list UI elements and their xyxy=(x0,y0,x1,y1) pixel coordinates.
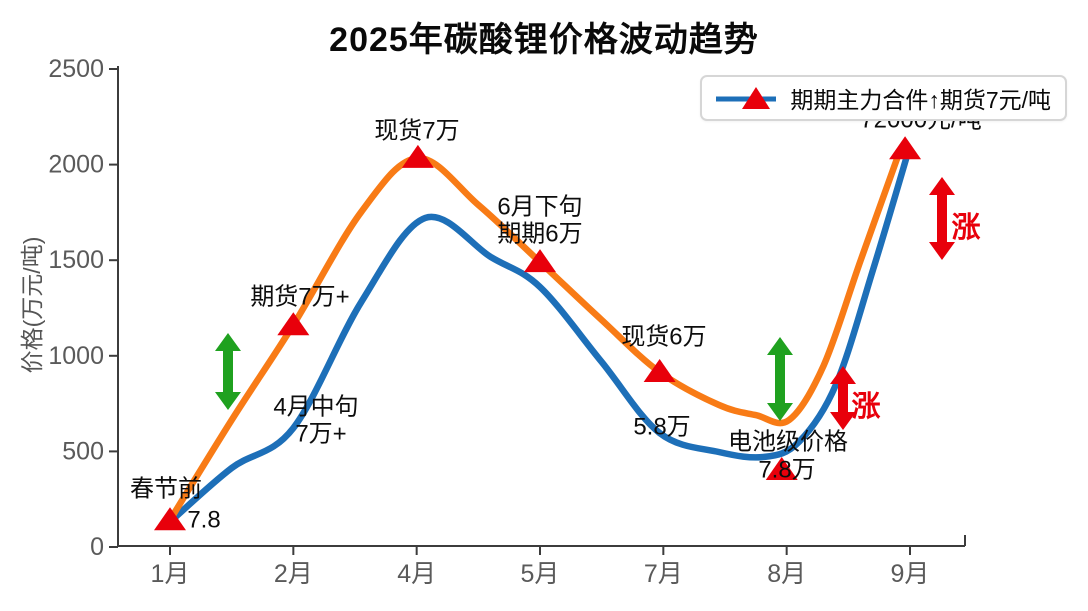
marker-triangle xyxy=(277,312,310,336)
y-tick-label: 0 xyxy=(90,533,104,561)
legend: 期期主力合件↑期货7元/吨 xyxy=(700,75,1067,121)
x-tick-label: 5月 xyxy=(521,560,560,588)
annotation-text: 电池级价格 xyxy=(728,429,848,456)
marker-triangle xyxy=(154,507,186,531)
marker-triangle xyxy=(523,249,556,273)
y-tick-label: 500 xyxy=(62,437,104,465)
y-tick-label: 2000 xyxy=(48,151,104,179)
x-tick-label: 9月 xyxy=(891,560,930,588)
x-tick-label: 7月 xyxy=(644,560,683,588)
annotation-text: 7.8 xyxy=(187,507,220,534)
marker-triangle xyxy=(643,359,676,383)
chart-title: 2025年碳酸锂价格波动趋势 xyxy=(329,21,759,59)
annotation-text: 春节前 xyxy=(130,476,202,503)
annotation-text: 7.8万 xyxy=(758,457,815,484)
marker-triangle xyxy=(401,144,434,168)
trend-arrow xyxy=(830,366,856,430)
trend-arrow xyxy=(767,337,793,421)
arrow-label: 涨 xyxy=(951,211,980,244)
annotation-text: 现货7万 xyxy=(374,118,459,145)
annotation-text: 期期6万 xyxy=(497,221,582,248)
annotation-text: 4月中句 xyxy=(273,394,358,421)
annotation-text: 现货6万 xyxy=(621,324,706,351)
trend-arrow xyxy=(929,177,955,260)
smooth-blue-price-line xyxy=(166,150,911,526)
annotation-text: 5.8万 xyxy=(633,414,690,441)
annotation-text: 期货7万+ xyxy=(250,284,349,311)
y-tick-label: 1500 xyxy=(48,246,104,274)
x-tick-label: 2月 xyxy=(274,560,313,588)
arrow-label: 涨 xyxy=(851,390,880,423)
marker-triangle xyxy=(765,456,798,480)
legend-label: 期期主力合件↑期货7元/吨 xyxy=(790,87,1051,113)
x-tick-label: 8月 xyxy=(767,560,806,588)
smooth-orange-price-line xyxy=(166,146,904,524)
y-tick-label: 1000 xyxy=(48,342,104,370)
marker-triangle xyxy=(889,136,922,160)
legend-triangle-marker xyxy=(742,87,771,109)
trend-arrow xyxy=(215,333,241,410)
annotation-text: 6月下句 xyxy=(497,194,582,221)
x-tick-label: 1月 xyxy=(151,560,190,588)
legend-marker-icon xyxy=(716,87,777,109)
annotation-text: 7万+ xyxy=(295,421,346,448)
x-tick-label: 4月 xyxy=(397,560,436,588)
y-tick-label: 2500 xyxy=(48,55,104,83)
